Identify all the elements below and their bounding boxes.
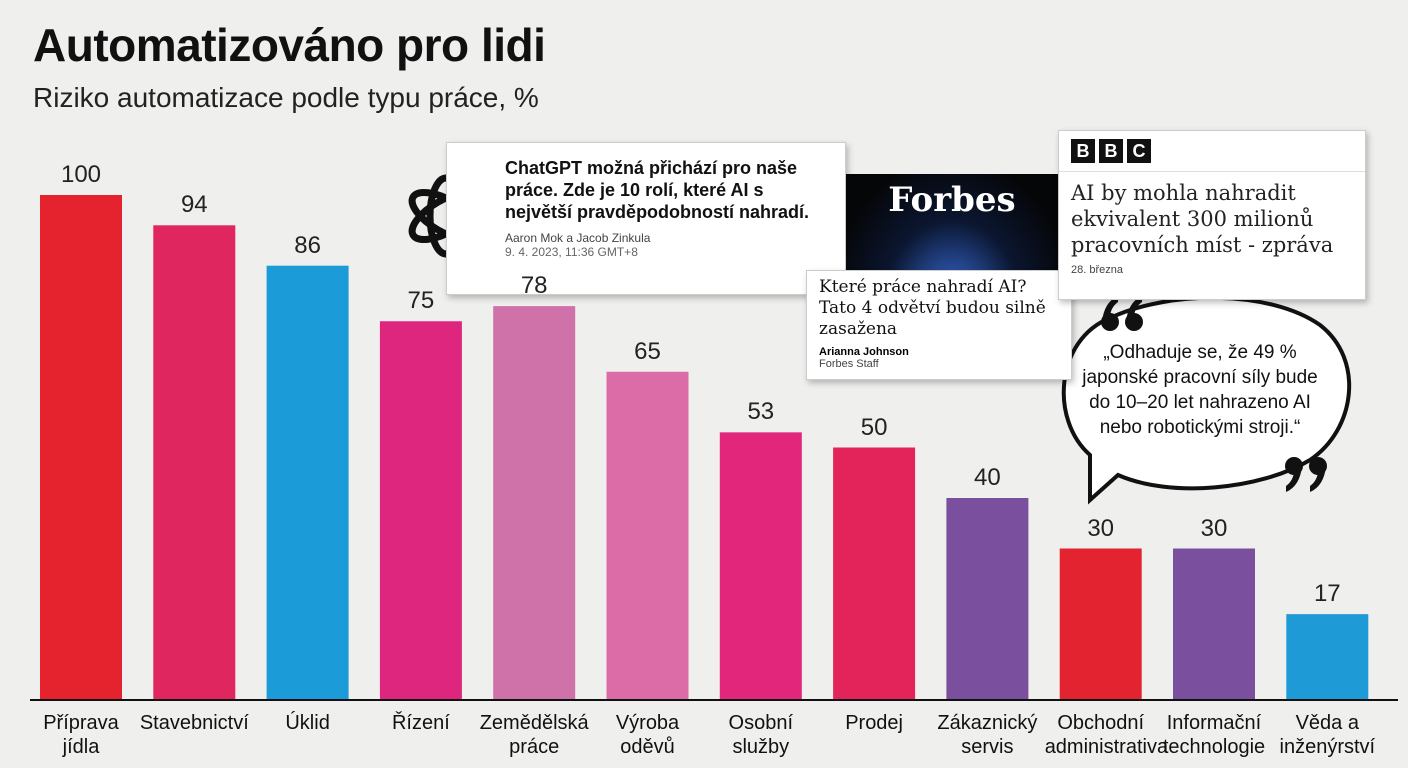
forbes-logo: Forbes bbox=[888, 180, 1016, 220]
x-tick-label: Příprava jídla bbox=[43, 712, 119, 758]
value-label: 65 bbox=[634, 337, 661, 365]
bar bbox=[946, 498, 1029, 700]
bar bbox=[266, 265, 349, 700]
x-tick-label: Prodej bbox=[845, 712, 903, 734]
bar bbox=[40, 195, 122, 700]
value-label: 30 bbox=[1200, 514, 1228, 542]
chart-title: Automatizováno pro lidi bbox=[33, 19, 546, 71]
bar bbox=[153, 225, 236, 701]
card-headline: Které práce nahradí AI? Tato 4 odvětví b… bbox=[819, 277, 1046, 339]
x-tick-label: Osobní služby bbox=[728, 712, 794, 758]
x-tick-label: Věda a inženýrství bbox=[1279, 712, 1376, 758]
news-card-forbes: Které práce nahradí AI? Tato 4 odvětví b… bbox=[806, 270, 1072, 380]
chart-subtitle: Riziko automatizace podle typu práce, % bbox=[33, 82, 539, 113]
x-tick-label: Výroba oděvů bbox=[615, 712, 680, 758]
bbc-logo-letter: B bbox=[1099, 139, 1123, 163]
bar bbox=[379, 321, 462, 700]
x-tick-label: Stavebnictví bbox=[139, 712, 249, 734]
value-label: 100 bbox=[60, 161, 102, 188]
card-headline: ChatGPT možná přichází pro naše práce. Z… bbox=[505, 158, 810, 222]
card-authors: Aaron Mok a Jacob Zinkula bbox=[505, 231, 651, 245]
bar bbox=[719, 432, 802, 700]
value-label: 75 bbox=[407, 287, 435, 315]
bar bbox=[1286, 614, 1369, 700]
bar bbox=[1059, 548, 1142, 700]
quote-text: „Odhaduje se, že 49 % japonské pracovní … bbox=[1082, 342, 1318, 438]
bars bbox=[30, 195, 1398, 701]
value-label: 40 bbox=[974, 464, 1001, 491]
x-tick-label: Úklid bbox=[285, 712, 330, 734]
card-date: 28. března bbox=[1071, 264, 1123, 276]
value-label: 94 bbox=[180, 191, 208, 219]
value-label: 78 bbox=[520, 272, 548, 300]
bbc-logo-letter: B bbox=[1071, 139, 1095, 163]
bar bbox=[493, 306, 576, 700]
value-label: 53 bbox=[747, 398, 775, 426]
speech-bubble bbox=[1061, 295, 1352, 505]
news-card-chatgpt: ChatGPT možná přichází pro naše práce. Z… bbox=[446, 142, 846, 295]
x-tick-label: Obchodní administrativa bbox=[1044, 712, 1169, 758]
value-label: 86 bbox=[294, 231, 321, 259]
x-tick-label: Řízení bbox=[391, 712, 450, 734]
bbc-logo-letter: C bbox=[1127, 139, 1151, 163]
card-date: 9. 4. 2023, 11:36 GMT+8 bbox=[505, 245, 638, 259]
bar bbox=[1173, 548, 1255, 700]
x-tick-label: Zákaznický servis bbox=[937, 712, 1038, 758]
card-headline: AI by mohla nahradit ekvivalent 300 mili… bbox=[1071, 181, 1334, 257]
card-role: Forbes Staff bbox=[819, 358, 879, 370]
bar bbox=[606, 371, 689, 700]
value-label: 17 bbox=[1313, 580, 1341, 608]
value-label: 50 bbox=[860, 413, 888, 441]
x-tick-label: Zemědělská práce bbox=[479, 712, 589, 758]
bar bbox=[833, 447, 916, 700]
x-tick-label: Informační technologie bbox=[1162, 712, 1266, 758]
value-label: 30 bbox=[1087, 514, 1115, 542]
card-author: Arianna Johnson bbox=[819, 346, 909, 358]
